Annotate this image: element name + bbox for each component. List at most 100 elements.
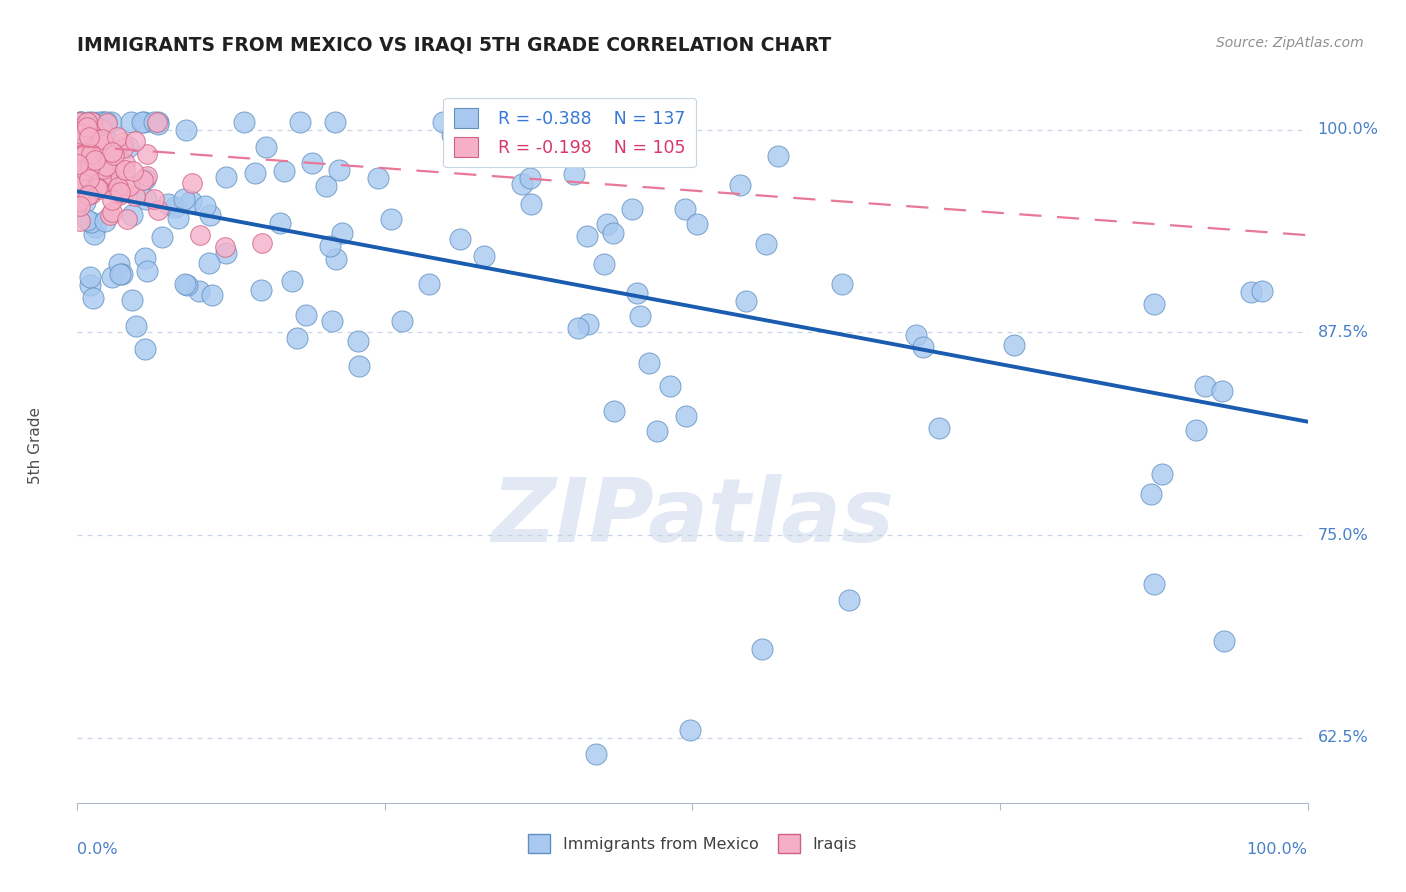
Point [602, 226, 624, 240]
Point [323, 114, 346, 128]
Point [69, 114, 91, 128]
Point [115, 211, 138, 226]
Point [250, 236, 273, 251]
Text: 100.0%: 100.0% [1317, 122, 1378, 137]
Point [69, 214, 91, 228]
Point [1142, 577, 1164, 591]
Point [77, 153, 100, 168]
Point [1211, 384, 1233, 398]
Point [80, 186, 103, 201]
Point [73, 165, 96, 179]
Point [321, 314, 343, 328]
Point [831, 277, 853, 291]
Point [1185, 423, 1208, 437]
Point [70, 171, 93, 186]
Point [80, 182, 103, 196]
Point [198, 256, 221, 270]
Point [675, 409, 697, 424]
Point [214, 239, 236, 253]
Point [838, 593, 860, 607]
Point [645, 424, 668, 438]
Point [100, 114, 122, 128]
Point [91, 162, 114, 177]
Point [110, 185, 132, 199]
Point [70, 169, 93, 184]
Point [180, 194, 202, 209]
Point [103, 148, 125, 162]
Text: 87.5%: 87.5% [1317, 325, 1368, 340]
Point [188, 285, 211, 299]
Point [176, 277, 198, 292]
Point [87, 182, 110, 196]
Point [1143, 297, 1166, 311]
Point [380, 212, 402, 227]
Point [66, 172, 89, 186]
Point [122, 164, 145, 178]
Point [134, 342, 156, 356]
Point [294, 308, 316, 322]
Point [69, 114, 91, 128]
Point [77, 114, 100, 128]
Point [167, 211, 190, 225]
Point [69, 114, 91, 128]
Point [82, 153, 104, 167]
Point [114, 185, 136, 199]
Point [576, 318, 599, 332]
Point [121, 208, 143, 222]
Point [67, 137, 90, 152]
Point [79, 145, 101, 159]
Point [96, 115, 118, 129]
Point [107, 180, 129, 194]
Point [132, 114, 155, 128]
Point [100, 205, 122, 219]
Point [89, 114, 111, 128]
Point [214, 169, 236, 184]
Point [332, 227, 354, 241]
Point [273, 164, 295, 178]
Point [125, 319, 148, 334]
Point [325, 252, 347, 266]
Point [73, 195, 96, 210]
Point [83, 153, 105, 167]
Point [94, 213, 117, 227]
Point [98, 208, 121, 222]
Point [69, 178, 91, 193]
Point [124, 134, 146, 148]
Point [66, 156, 89, 170]
Point [111, 136, 134, 150]
Point [75, 145, 97, 159]
Point [163, 200, 186, 214]
Point [101, 270, 124, 285]
Point [347, 334, 370, 348]
Point [72, 122, 94, 136]
Point [201, 288, 224, 302]
Point [243, 166, 266, 180]
Point [82, 183, 104, 197]
Point [75, 147, 97, 161]
Point [254, 140, 277, 154]
Point [76, 120, 98, 134]
Point [148, 117, 170, 131]
Point [97, 181, 120, 195]
Point [596, 218, 619, 232]
Point [86, 160, 108, 174]
Point [108, 257, 131, 271]
Point [70, 160, 93, 174]
Point [82, 114, 104, 128]
Point [75, 163, 97, 178]
Point [69, 199, 91, 213]
Point [269, 216, 291, 230]
Text: 5th Grade: 5th Grade [28, 408, 42, 484]
Point [391, 314, 413, 328]
Point [432, 114, 454, 128]
Point [91, 137, 114, 152]
Point [82, 114, 104, 128]
Point [90, 169, 112, 184]
Point [679, 723, 702, 737]
Point [83, 138, 105, 153]
Point [173, 192, 195, 206]
Point [188, 228, 212, 243]
Point [301, 155, 323, 169]
Point [519, 171, 541, 186]
Point [90, 122, 112, 136]
